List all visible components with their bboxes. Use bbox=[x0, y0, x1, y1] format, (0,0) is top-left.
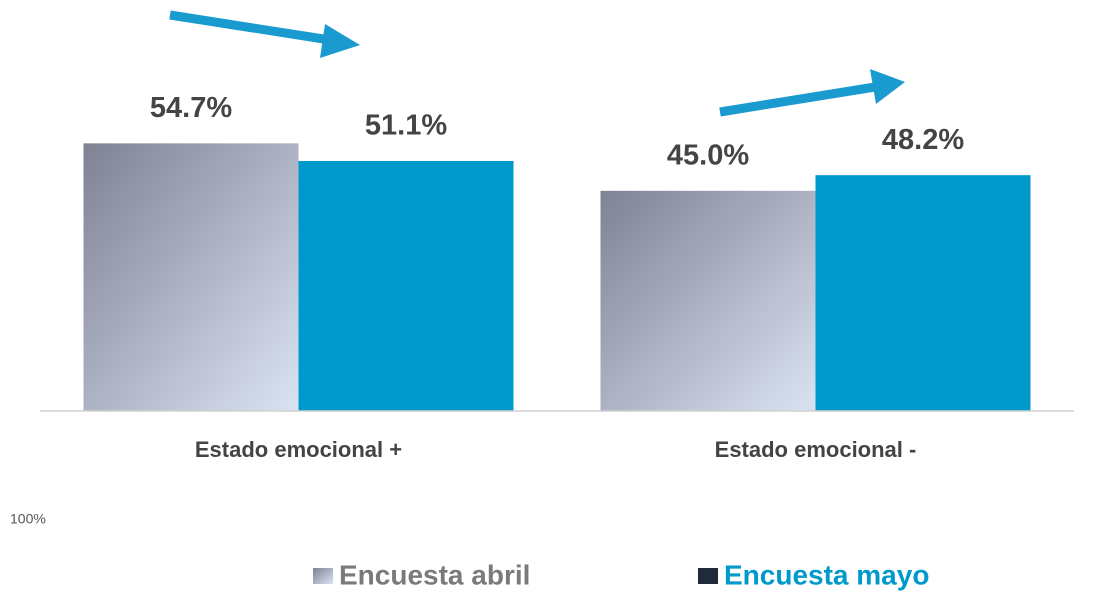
arrow bbox=[169, 10, 360, 58]
legend-swatch bbox=[313, 568, 333, 584]
bar bbox=[83, 143, 299, 411]
legend-swatch bbox=[698, 568, 718, 584]
bar bbox=[815, 175, 1031, 411]
x-tick-label: Estado emocional + bbox=[195, 437, 402, 462]
data-label: 51.1% bbox=[365, 110, 447, 142]
arrow bbox=[719, 69, 905, 117]
x-tick-label: Estado emocional - bbox=[715, 437, 917, 462]
legend-label: Encuesta abril bbox=[339, 559, 530, 590]
bar bbox=[600, 190, 816, 411]
data-label: 48.2% bbox=[882, 124, 964, 156]
bar bbox=[298, 160, 514, 411]
legend-label: Encuesta mayo bbox=[724, 559, 929, 590]
data-label: 54.7% bbox=[150, 92, 232, 124]
corner-label: 100% bbox=[10, 511, 46, 527]
data-label: 45.0% bbox=[667, 139, 749, 171]
